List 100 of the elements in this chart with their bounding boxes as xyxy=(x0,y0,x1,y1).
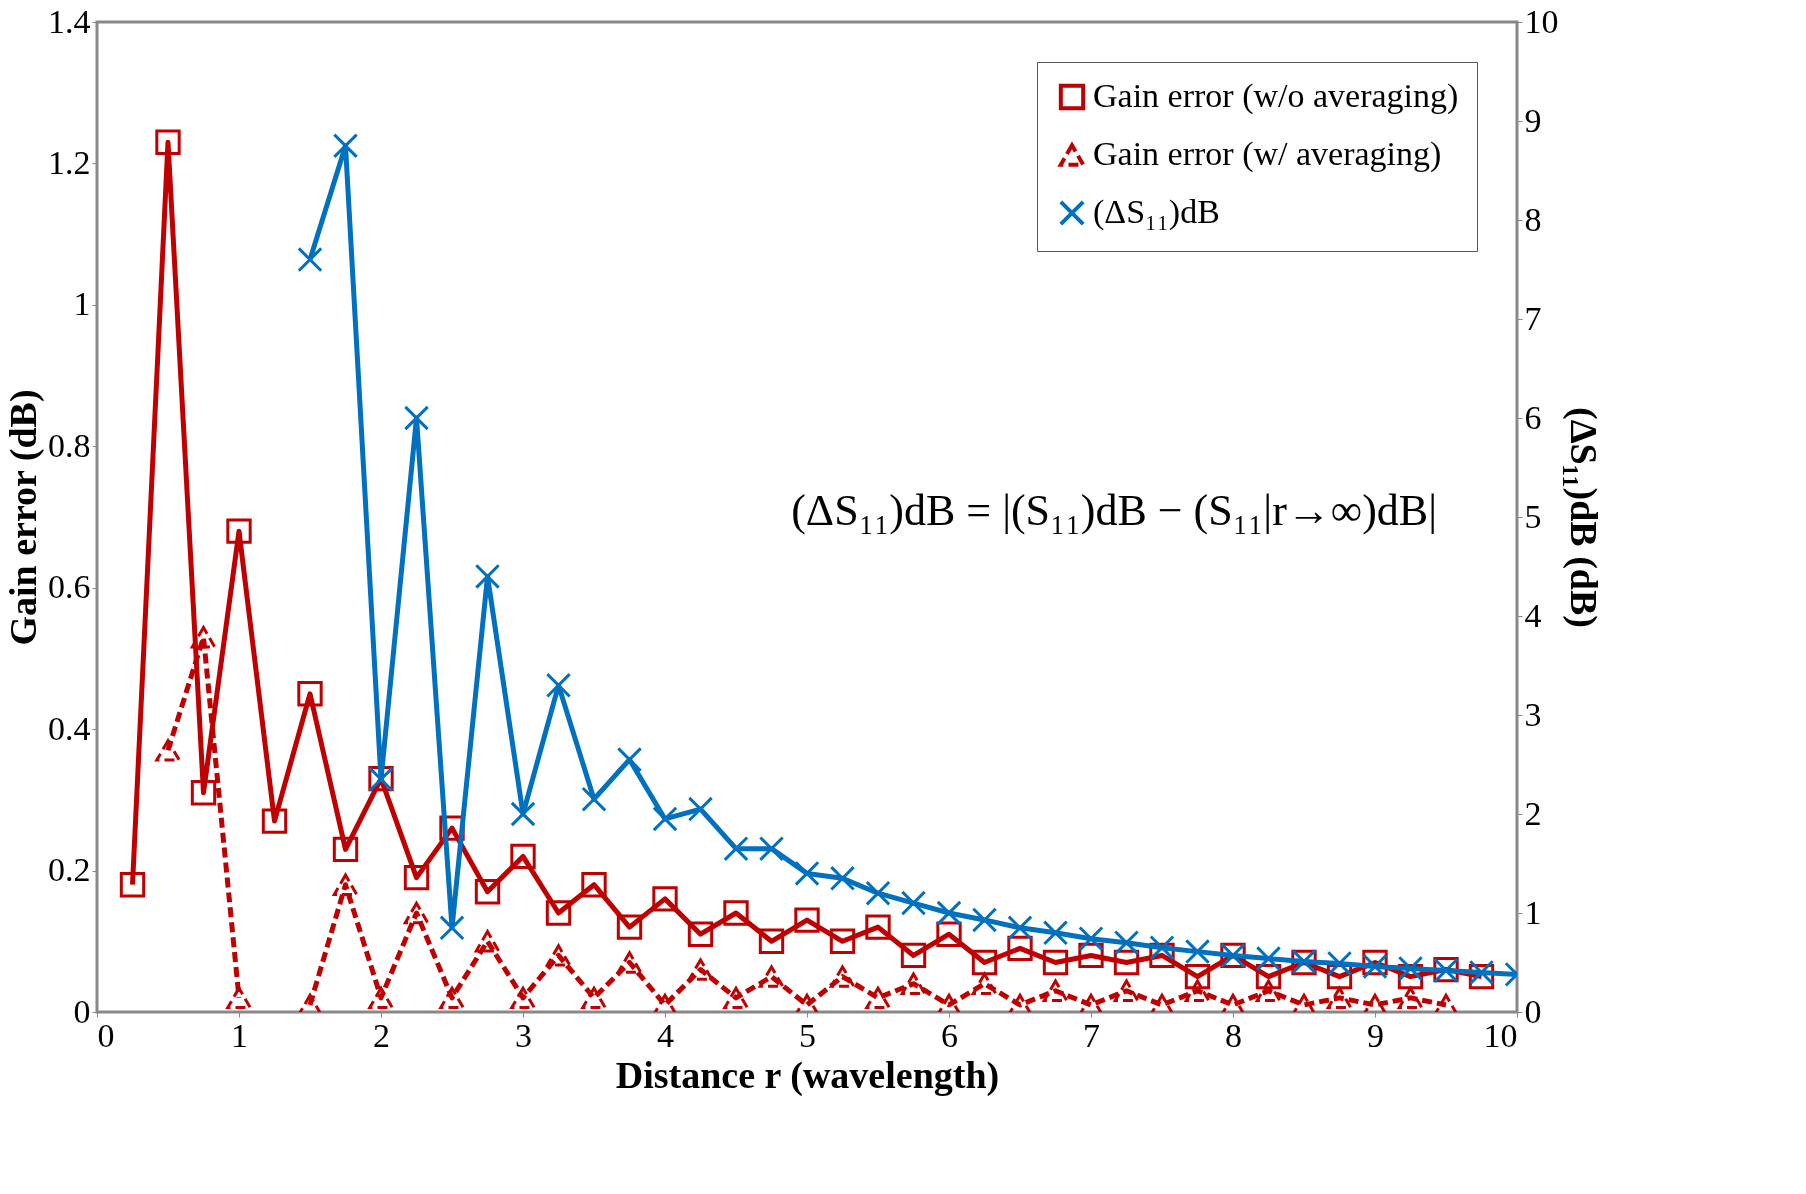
y-tick-label: 0.8 xyxy=(48,426,91,464)
point xyxy=(687,921,714,947)
x-tick-label: 1 xyxy=(231,1016,248,1054)
point xyxy=(297,246,323,273)
point xyxy=(190,626,217,649)
point xyxy=(794,907,820,933)
y-tick-label: 0 xyxy=(73,992,91,1030)
x-tick-label: 10 xyxy=(1483,1016,1518,1054)
annotation: (ΔS₁₁)dB = |(S₁₁)dB − (S₁₁|r→∞)dB| xyxy=(791,486,1437,535)
x-tick-label: 2 xyxy=(373,1016,390,1054)
y2-tick-label: 10 xyxy=(1524,2,1559,40)
point xyxy=(1397,955,1424,982)
point xyxy=(687,796,714,822)
y-tick-label: 1.2 xyxy=(48,143,91,181)
x-tick-label: 5 xyxy=(799,1016,816,1054)
x-tick-label: 4 xyxy=(657,1016,674,1054)
point xyxy=(829,865,856,892)
point xyxy=(190,780,217,806)
point xyxy=(545,900,572,926)
point xyxy=(652,886,678,912)
point xyxy=(616,746,643,773)
point xyxy=(1042,979,1069,1002)
y-tick-label: 1.4 xyxy=(48,2,91,40)
point xyxy=(1113,979,1140,1002)
point xyxy=(616,951,643,974)
y-tick-label: 0.2 xyxy=(48,851,91,889)
point xyxy=(971,949,998,976)
point xyxy=(226,986,252,1010)
point xyxy=(865,880,891,906)
point xyxy=(403,864,430,891)
point xyxy=(261,808,288,834)
point xyxy=(1007,915,1033,941)
point xyxy=(581,786,607,812)
point xyxy=(971,972,998,995)
point xyxy=(829,965,856,988)
point xyxy=(155,739,181,762)
y-tick-label: 0.4 xyxy=(48,709,91,747)
x-tick-label: 0 xyxy=(97,1016,115,1054)
point xyxy=(1184,979,1211,1002)
point xyxy=(794,860,820,887)
point xyxy=(1042,920,1069,946)
point xyxy=(545,672,572,698)
point xyxy=(616,914,643,940)
point xyxy=(581,872,607,898)
point xyxy=(510,986,536,1010)
point xyxy=(581,986,607,1010)
y2-tick-label: 8 xyxy=(1524,200,1542,238)
point xyxy=(1184,963,1211,990)
point xyxy=(119,872,146,898)
y2-tick-label: 2 xyxy=(1524,794,1542,832)
x-tick-label: 3 xyxy=(515,1016,532,1054)
point xyxy=(723,900,749,926)
point xyxy=(1149,934,1175,961)
point xyxy=(1397,986,1424,1010)
point xyxy=(758,835,785,862)
point xyxy=(900,942,927,969)
point xyxy=(439,915,465,941)
point xyxy=(1042,949,1069,976)
y2-tick-label: 3 xyxy=(1524,695,1542,733)
point xyxy=(332,836,359,863)
y2-tick-label: 4 xyxy=(1524,596,1542,634)
point xyxy=(723,986,749,1010)
legend-label: (ΔS₁₁)dB xyxy=(1093,193,1220,231)
y2-tick-label: 5 xyxy=(1524,497,1542,535)
point xyxy=(687,958,714,981)
point xyxy=(332,873,359,896)
point xyxy=(155,129,181,155)
point xyxy=(936,900,962,926)
y2-tick-label: 9 xyxy=(1524,101,1542,139)
y2-tick-label: 1 xyxy=(1524,893,1542,931)
point xyxy=(474,930,501,953)
point xyxy=(1255,979,1282,1002)
point xyxy=(758,965,785,988)
point xyxy=(474,563,501,590)
point xyxy=(368,986,394,1010)
point xyxy=(758,928,785,954)
point xyxy=(723,835,749,862)
point xyxy=(510,843,536,870)
y-axis-title: Gain error (dB) xyxy=(2,389,45,646)
point xyxy=(829,928,856,954)
point xyxy=(1326,950,1353,977)
legend-label: Gain error (w/ averaging) xyxy=(1093,135,1442,173)
y2-tick-label: 0 xyxy=(1524,992,1542,1030)
point xyxy=(1078,926,1104,952)
point xyxy=(297,681,323,707)
point xyxy=(403,901,430,925)
point xyxy=(1184,938,1211,965)
point xyxy=(652,806,678,832)
point xyxy=(900,890,927,916)
point xyxy=(865,986,891,1010)
point xyxy=(900,972,927,995)
point xyxy=(510,801,536,827)
point xyxy=(226,518,252,544)
y-tick-label: 1 xyxy=(73,285,91,323)
point xyxy=(332,133,359,159)
point xyxy=(865,914,891,940)
y2-tick-label: 6 xyxy=(1524,398,1542,436)
x-tick-label: 9 xyxy=(1367,1016,1384,1054)
point xyxy=(439,986,465,1010)
point xyxy=(1113,930,1140,956)
